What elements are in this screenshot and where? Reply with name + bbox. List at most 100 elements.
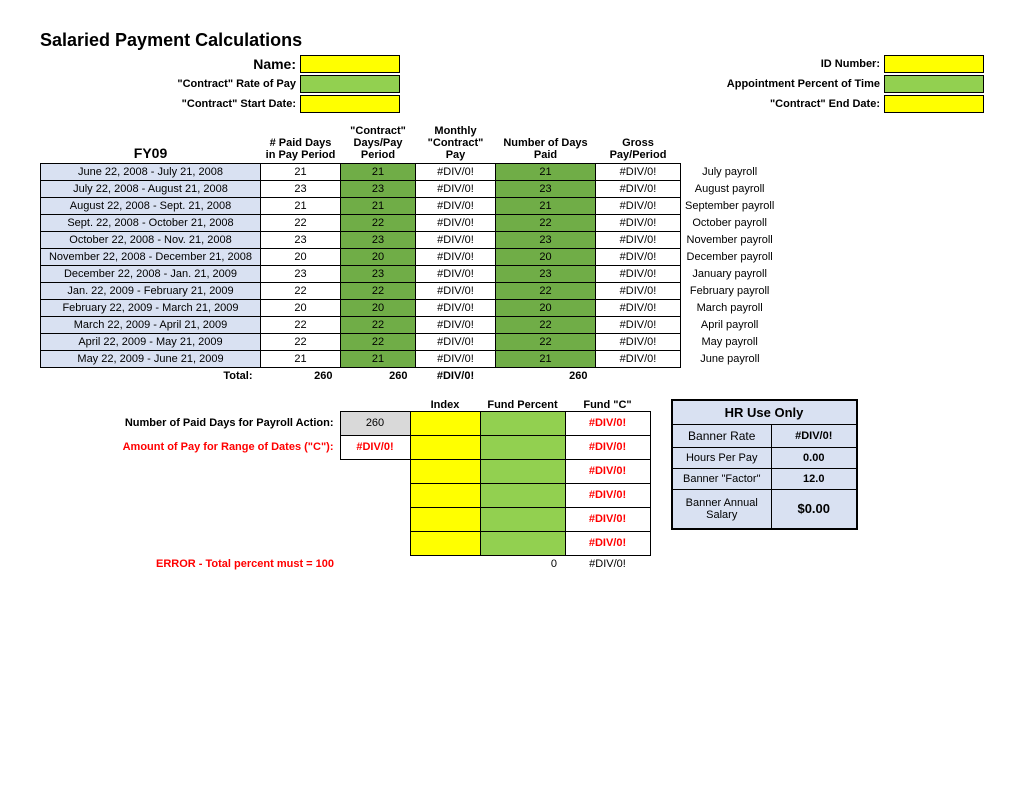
- numdays-cell: 21: [496, 351, 596, 368]
- paid-days-cell: 20: [261, 300, 341, 317]
- name-input[interactable]: [300, 55, 400, 73]
- start-input[interactable]: [300, 95, 400, 113]
- index-cell[interactable]: [410, 531, 480, 555]
- fund-table: Number of Paid Days for Payroll Action:2…: [40, 411, 651, 556]
- factor-label: Banner "Factor": [672, 468, 772, 489]
- numdays-cell: 21: [496, 198, 596, 215]
- col-gross: Gross Pay/Period: [596, 123, 681, 164]
- numdays-cell: 22: [496, 334, 596, 351]
- period-cell: June 22, 2008 - July 21, 2008: [41, 164, 261, 181]
- numdays-cell: 20: [496, 249, 596, 266]
- page-title: Salaried Payment Calculations: [40, 30, 984, 51]
- numdays-cell: 23: [496, 232, 596, 249]
- annual-val: $0.00: [772, 489, 857, 529]
- fundpct-header: Fund Percent: [480, 399, 565, 411]
- period-cell: October 22, 2008 - Nov. 21, 2008: [41, 232, 261, 249]
- banner-rate-val: #DIV/0!: [772, 424, 857, 447]
- index-cell[interactable]: [410, 459, 480, 483]
- fund-row: #DIV/0!: [40, 531, 650, 555]
- contract-days-cell: 22: [341, 334, 416, 351]
- numdays-cell: 22: [496, 215, 596, 232]
- period-cell: August 22, 2008 - Sept. 21, 2008: [41, 198, 261, 215]
- table-row: April 22, 2009 - May 21, 20092222#DIV/0!…: [41, 334, 779, 351]
- fund-total-pct: 0: [480, 558, 565, 570]
- fundpct-cell[interactable]: [480, 483, 565, 507]
- contract-days-cell: 23: [341, 181, 416, 198]
- end-input[interactable]: [884, 95, 984, 113]
- start-label: "Contract" Start Date:: [40, 98, 300, 110]
- period-cell: Sept. 22, 2008 - October 21, 2008: [41, 215, 261, 232]
- hr-table: HR Use Only Banner Rate #DIV/0! Hours Pe…: [671, 399, 858, 531]
- appt-label: Appointment Percent of Time: [684, 78, 884, 90]
- fundpct-cell[interactable]: [480, 507, 565, 531]
- period-cell: December 22, 2008 - Jan. 21, 2009: [41, 266, 261, 283]
- gross-cell: #DIV/0!: [596, 283, 681, 300]
- hr-header: HR Use Only: [672, 400, 857, 425]
- monthly-cell: #DIV/0!: [416, 283, 496, 300]
- contract-days-cell: 22: [341, 215, 416, 232]
- fundc-cell: #DIV/0!: [565, 507, 650, 531]
- contract-days-cell: 23: [341, 232, 416, 249]
- fundc-cell: #DIV/0!: [565, 459, 650, 483]
- fund-row: #DIV/0!: [40, 459, 650, 483]
- monthly-cell: #DIV/0!: [416, 181, 496, 198]
- fundpct-cell[interactable]: [480, 435, 565, 459]
- contract-days-cell: 21: [341, 164, 416, 181]
- monthly-cell: #DIV/0!: [416, 249, 496, 266]
- col-monthly: Monthly "Contract" Pay: [416, 123, 496, 164]
- paid-days-cell: 22: [261, 334, 341, 351]
- payroll-note: May payroll: [681, 334, 779, 351]
- table-row: October 22, 2008 - Nov. 21, 20082323#DIV…: [41, 232, 779, 249]
- monthly-cell: #DIV/0!: [416, 300, 496, 317]
- table-row: November 22, 2008 - December 21, 2008202…: [41, 249, 779, 266]
- fy-header: FY09: [41, 123, 261, 164]
- payroll-note: June payroll: [681, 351, 779, 368]
- gross-cell: #DIV/0!: [596, 164, 681, 181]
- fundc-header: Fund "C": [565, 399, 650, 411]
- monthly-cell: #DIV/0!: [416, 334, 496, 351]
- gross-cell: #DIV/0!: [596, 181, 681, 198]
- table-row: Sept. 22, 2008 - October 21, 20082222#DI…: [41, 215, 779, 232]
- paid-days-cell: 21: [261, 351, 341, 368]
- fundc-cell: #DIV/0!: [565, 411, 650, 435]
- fundpct-cell[interactable]: [480, 531, 565, 555]
- col-contract-days: "Contract" Days/Pay Period: [341, 123, 416, 164]
- period-cell: May 22, 2009 - June 21, 2009: [41, 351, 261, 368]
- id-input[interactable]: [884, 55, 984, 73]
- rate-label: "Contract" Rate of Pay: [40, 78, 300, 90]
- fundpct-cell[interactable]: [480, 411, 565, 435]
- gross-cell: #DIV/0!: [596, 198, 681, 215]
- table-row: May 22, 2009 - June 21, 20092121#DIV/0!2…: [41, 351, 779, 368]
- paid-days-cell: 22: [261, 283, 341, 300]
- index-cell[interactable]: [410, 435, 480, 459]
- paid-days-cell: 20: [261, 249, 341, 266]
- gross-cell: #DIV/0!: [596, 300, 681, 317]
- contract-days-cell: 23: [341, 266, 416, 283]
- period-cell: April 22, 2009 - May 21, 2009: [41, 334, 261, 351]
- payroll-note: March payroll: [681, 300, 779, 317]
- hours-label: Hours Per Pay: [672, 447, 772, 468]
- index-cell[interactable]: [410, 411, 480, 435]
- paid-days-cell: 21: [261, 198, 341, 215]
- error-msg: ERROR - Total percent must = 100: [40, 558, 340, 570]
- fund-row: Amount of Pay for Range of Dates ("C"):#…: [40, 435, 650, 459]
- gross-cell: #DIV/0!: [596, 232, 681, 249]
- fundpct-cell[interactable]: [480, 459, 565, 483]
- table-row: March 22, 2009 - April 21, 20092222#DIV/…: [41, 317, 779, 334]
- rate-input[interactable]: [300, 75, 400, 93]
- fundc-cell: #DIV/0!: [565, 435, 650, 459]
- period-cell: March 22, 2009 - April 21, 2009: [41, 317, 261, 334]
- index-cell[interactable]: [410, 483, 480, 507]
- period-cell: February 22, 2009 - March 21, 2009: [41, 300, 261, 317]
- numdays-cell: 20: [496, 300, 596, 317]
- numdays-cell: 23: [496, 181, 596, 198]
- index-cell[interactable]: [410, 507, 480, 531]
- amount-c-val: #DIV/0!: [340, 435, 410, 459]
- table-row: August 22, 2008 - Sept. 21, 20082121#DIV…: [41, 198, 779, 215]
- gross-cell: #DIV/0!: [596, 249, 681, 266]
- payroll-note: January payroll: [681, 266, 779, 283]
- contract-days-cell: 21: [341, 198, 416, 215]
- monthly-cell: #DIV/0!: [416, 351, 496, 368]
- appt-input[interactable]: [884, 75, 984, 93]
- paid-days-action-val: 260: [340, 411, 410, 435]
